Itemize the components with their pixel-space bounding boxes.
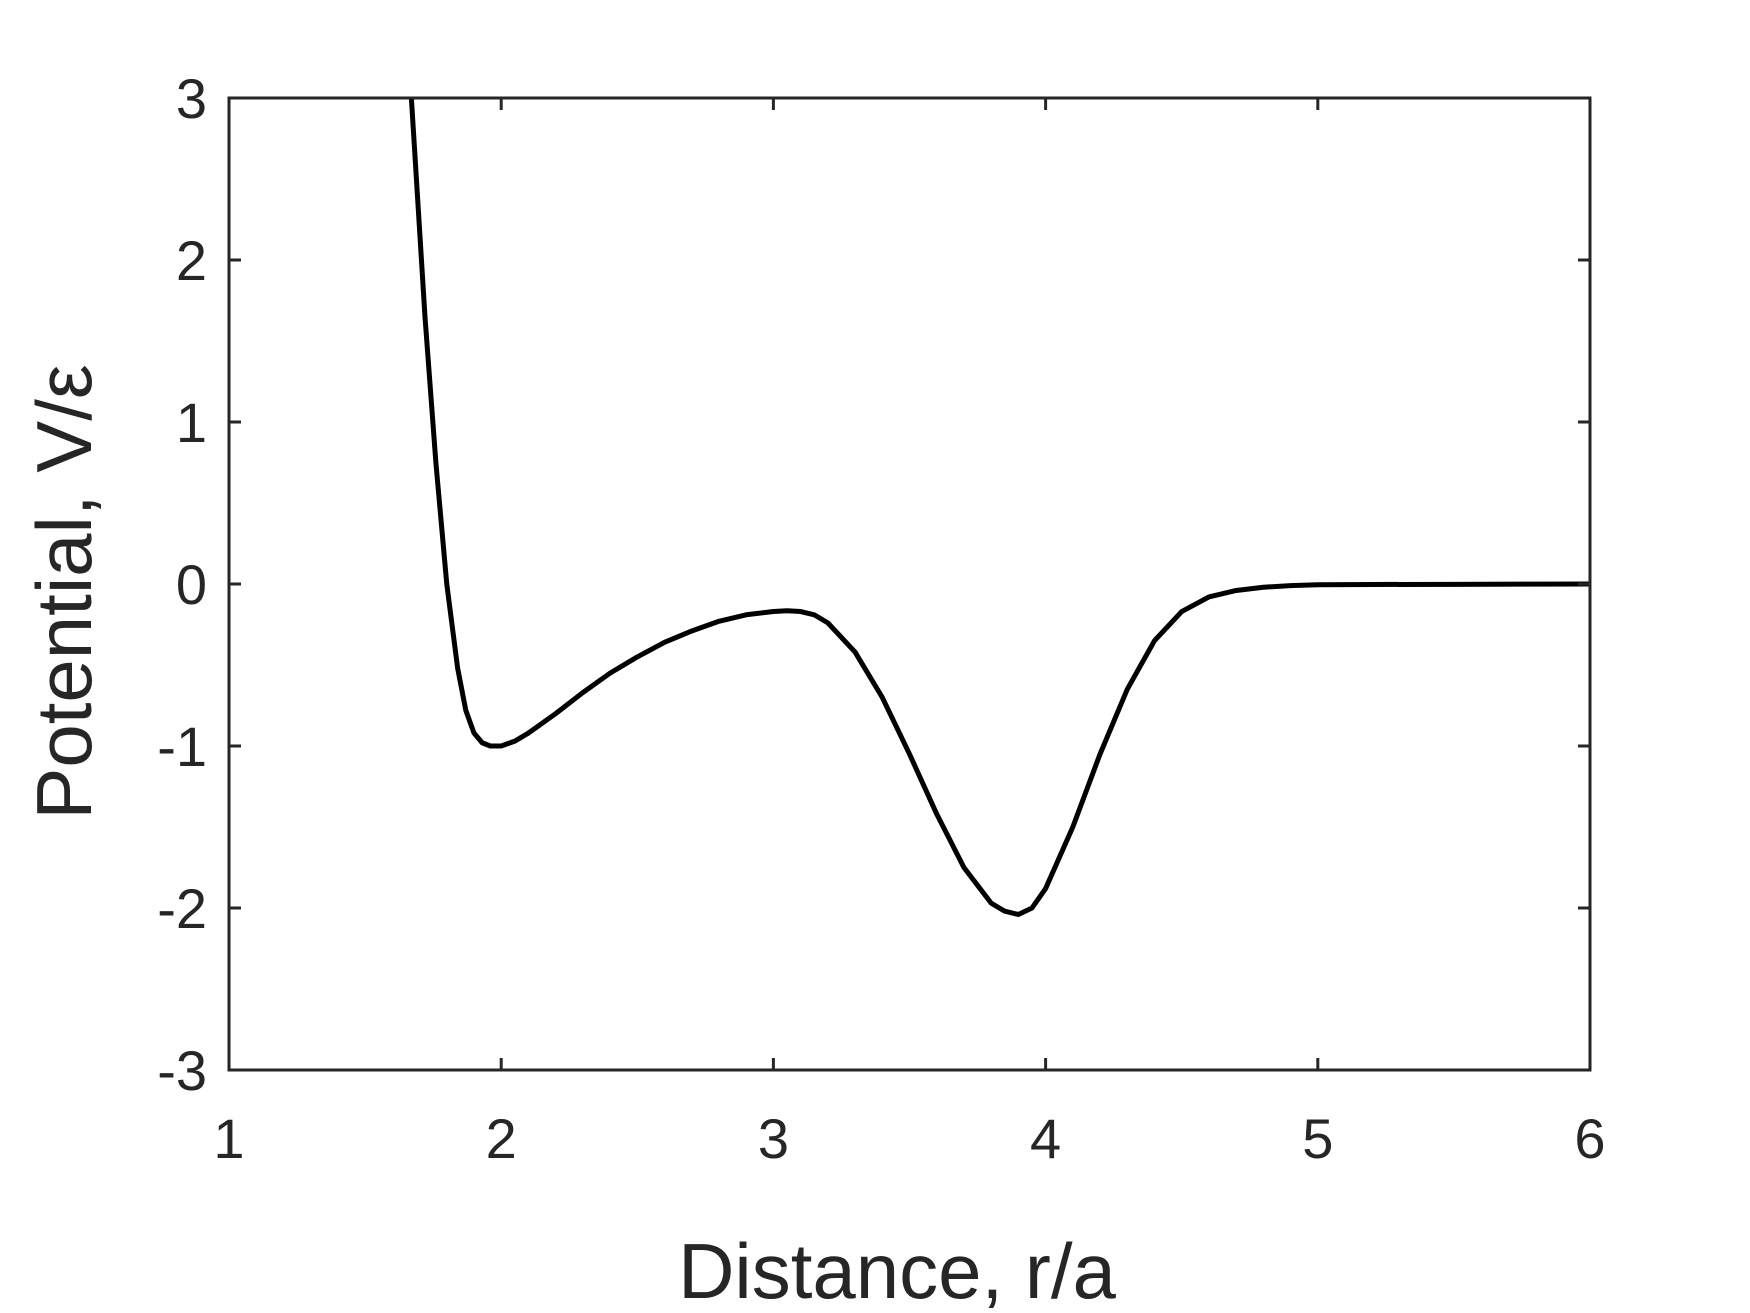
- y-tick-label: 3: [176, 67, 207, 130]
- y-tick-label: 0: [176, 553, 207, 616]
- x-tick-label: 5: [1302, 1107, 1333, 1170]
- x-axis-label: Distance, r/a: [678, 1227, 1116, 1313]
- tick-labels: 1 2 3 4 5 6 -3 -2 -1 0 1 2 3: [157, 67, 1605, 1170]
- y-tick-label: 2: [176, 229, 207, 292]
- y-tick-label: -1: [157, 715, 207, 778]
- x-tick-label: 6: [1574, 1107, 1605, 1170]
- y-tick-label: -2: [157, 877, 207, 940]
- x-tick-label: 4: [1030, 1107, 1061, 1170]
- x-tick-label: 1: [213, 1107, 244, 1170]
- x-tick-label: 3: [758, 1107, 789, 1170]
- x-tick-label: 2: [486, 1107, 517, 1170]
- y-tick-label: -3: [157, 1039, 207, 1102]
- y-tick-label: 1: [176, 391, 207, 454]
- y-axis-label: Potential, V/ε: [20, 364, 108, 819]
- axis-ticks: [227, 96, 1592, 1072]
- series-line-0: [408, 98, 1590, 917]
